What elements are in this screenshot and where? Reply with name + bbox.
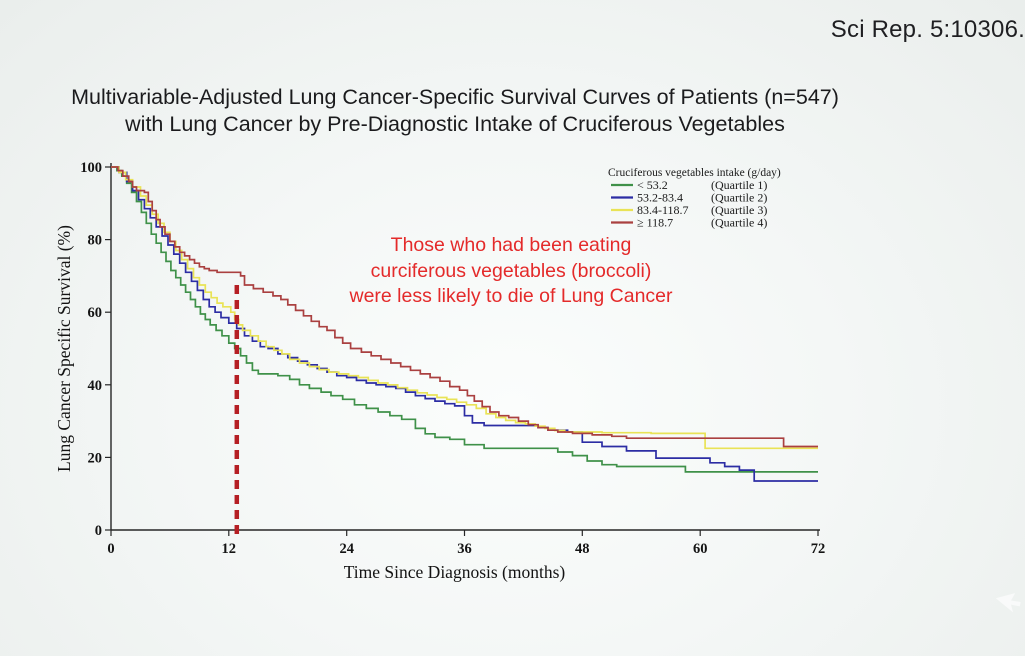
x-tick-label: 60 xyxy=(693,541,708,557)
journal-citation: Sci Rep. 5:10306. xyxy=(830,16,1025,43)
y-tick-label: 80 xyxy=(88,233,103,249)
annotation-line-2: curciferous vegetables (broccoli) xyxy=(370,259,652,282)
x-tick-label: 48 xyxy=(575,541,590,557)
x-tick-label: 0 xyxy=(107,541,114,557)
series-quartile-4 xyxy=(111,166,818,448)
legend-entry-quartile: (Quartile 4) xyxy=(711,216,767,230)
legend-entry-quartile: (Quartile 1) xyxy=(711,178,767,192)
y-tick-label: 60 xyxy=(88,305,103,321)
annotation-line-3: were less likely to die of Lung Cancer xyxy=(349,285,673,307)
legend-entry-label: < 53.2 xyxy=(637,178,668,192)
chart-title-line2: with Lung Cancer by Pre-Diagnostic Intak… xyxy=(125,112,785,136)
y-tick-label: 20 xyxy=(88,450,103,466)
y-tick-label: 40 xyxy=(88,378,103,394)
legend-entry-quartile: (Quartile 2) xyxy=(711,191,767,205)
y-tick-label: 0 xyxy=(95,523,102,539)
x-axis-label: Time Since Diagnosis (months) xyxy=(344,562,566,582)
annotation-line-1: Those who had been eating xyxy=(390,234,632,256)
x-tick-label: 12 xyxy=(222,541,237,557)
legend-entry-label: 83.4-118.7 xyxy=(637,203,689,217)
legend-entry-quartile: (Quartile 3) xyxy=(711,203,767,217)
chart-title: Multivariable-Adjusted Lung Cancer-Speci… xyxy=(15,84,895,138)
chart-title-line1: Multivariable-Adjusted Lung Cancer-Speci… xyxy=(71,85,839,109)
mouse-cursor-icon xyxy=(993,585,1025,622)
y-tick-label: 100 xyxy=(80,160,102,176)
x-tick-label: 72 xyxy=(811,541,826,557)
series-quartile-3 xyxy=(111,166,818,450)
y-axis-label: Lung Cancer Specific Survival (%) xyxy=(54,225,74,472)
x-tick-label: 24 xyxy=(339,541,354,557)
legend-entry-label: ≥ 118.7 xyxy=(637,216,673,230)
legend-entry-label: 53.2-83.4 xyxy=(637,191,683,205)
x-tick-label: 36 xyxy=(457,541,472,557)
legend-title: Cruciferous vegetables intake (g/day) xyxy=(608,167,781,179)
annotation-text: Those who had been eating curciferous ve… xyxy=(310,233,712,310)
series-quartile-1 xyxy=(111,166,818,473)
